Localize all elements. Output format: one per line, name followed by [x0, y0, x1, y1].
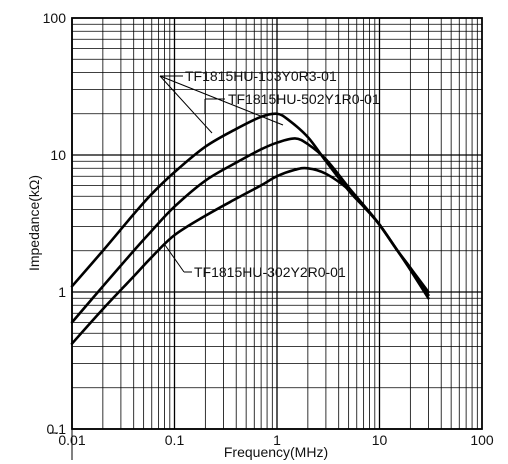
y-tick-label: 10	[50, 147, 66, 163]
y-axis-title: Impedance(kΩ)	[26, 175, 42, 271]
annotation-layer: TF1815HU-103Y0R3-01 TF1815HU-502Y1R0-01 …	[159, 68, 380, 280]
x-axis-title: Frequency(MHz)	[224, 444, 328, 460]
y-tick-label: 1	[58, 284, 66, 300]
annotation-leader-3a	[164, 244, 185, 273]
annotation-leader-1b	[159, 75, 284, 126]
series-layer	[70, 112, 430, 345]
x-tick-label: 100	[470, 432, 494, 448]
annotation-leader-1a	[159, 75, 213, 134]
annotation-label-1: TF1815HU-103Y0R3-01	[185, 68, 337, 84]
annotation-label-3: TF1815HU-302Y2R0-01	[194, 264, 346, 280]
y-tick-label: 0.1	[47, 421, 67, 437]
annotation-label-2: TF1815HU-502Y1R0-01	[228, 91, 380, 107]
plot-frame	[71, 17, 483, 430]
x-tick-label: 0.01	[58, 432, 85, 448]
y-tick-label: 100	[43, 10, 67, 26]
x-tick-label: 1	[273, 432, 281, 448]
x-tick-label: 10	[372, 432, 388, 448]
series-line-3	[70, 166, 430, 345]
x-tick-label: 0.1	[165, 432, 185, 448]
